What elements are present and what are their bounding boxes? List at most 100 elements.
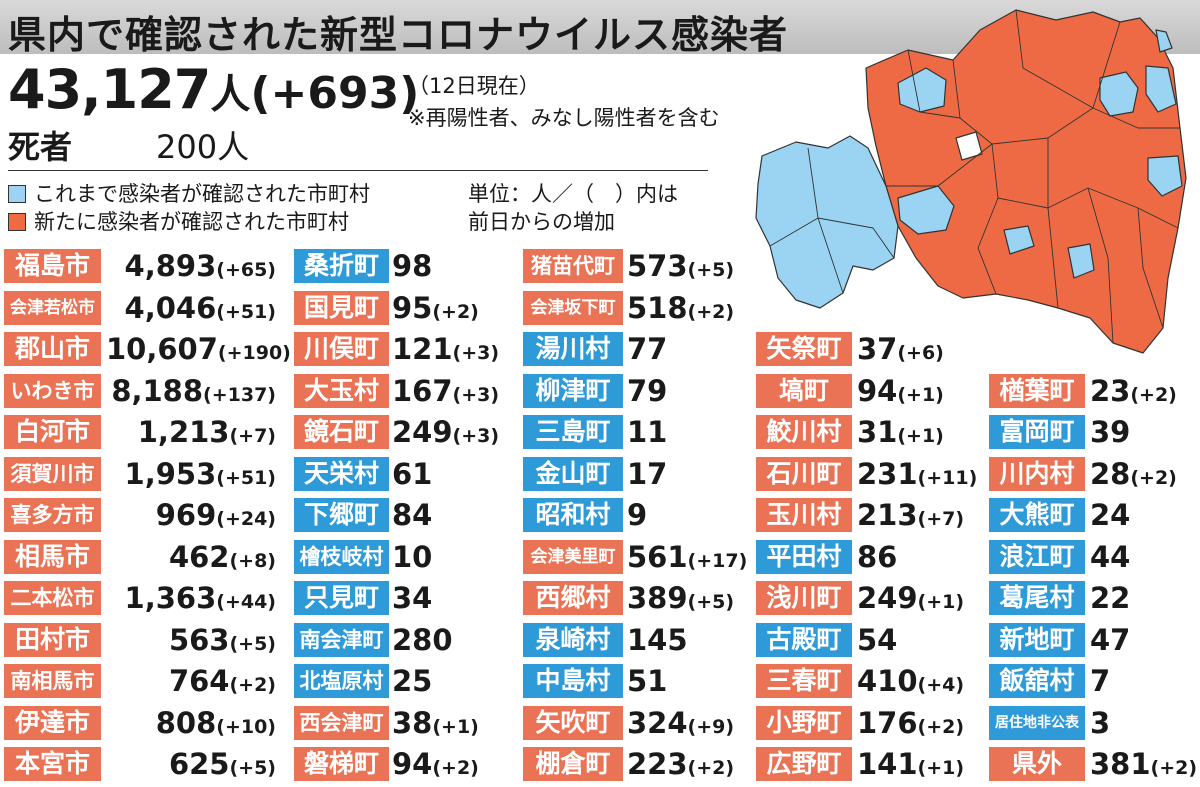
count-value: 3 (1090, 706, 1111, 740)
count-value: 561 (627, 540, 688, 574)
municipality-count: 94(+2) (392, 747, 512, 781)
count-diff: (+65) (216, 259, 276, 281)
count-value: 86 (857, 540, 898, 574)
municipality-name: 古殿町 (756, 623, 852, 657)
count-value: 121 (392, 332, 453, 366)
count-diff: (+1) (897, 384, 944, 406)
municipality-count: 39 (1090, 415, 1195, 449)
municipality-name: 大熊町 (989, 498, 1085, 532)
municipality-count: 249(+3) (392, 415, 512, 449)
municipality-count: 625(+5) (106, 747, 276, 781)
count-value: 223 (627, 747, 688, 781)
count-value: 249 (857, 581, 918, 615)
municipality-name: いわき市 (4, 374, 101, 408)
count-value: 625 (168, 747, 230, 781)
municipality-count: 808(+10) (106, 706, 276, 740)
count-value: 10,607 (106, 332, 218, 366)
municipality-count: 410(+4) (857, 664, 977, 698)
municipality-count: 1,363(+44) (106, 581, 276, 615)
count-value: 176 (857, 706, 918, 740)
municipality-name: 会津美里町 (523, 540, 623, 574)
municipality-count: 167(+3) (392, 374, 512, 408)
total-count: 43,127 (8, 58, 211, 121)
count-value: 280 (392, 623, 453, 657)
total-unit: 人 (210, 72, 251, 118)
count-value: 44 (1090, 540, 1131, 574)
count-value: 11 (627, 415, 668, 449)
count-diff: (+7) (229, 425, 276, 447)
municipality-count: 37(+6) (857, 332, 977, 366)
count-value: 518 (627, 291, 688, 325)
count-diff: (+51) (216, 467, 276, 489)
divider (8, 170, 708, 171)
count-diff: (+4) (917, 674, 965, 696)
count-diff: (+24) (216, 508, 276, 530)
municipality-count: 44 (1090, 540, 1195, 574)
municipality-name: 白河市 (4, 415, 101, 449)
count-value: 94 (857, 374, 898, 408)
municipality-count: 94(+1) (857, 374, 977, 408)
municipality-count: 17 (627, 457, 747, 491)
count-value: 4,893 (124, 249, 217, 283)
municipality-count: 8,188(+137) (106, 374, 276, 408)
count-diff: (+3) (452, 342, 500, 364)
municipality-name: 浅川町 (756, 581, 852, 615)
municipality-count: 38(+1) (392, 706, 512, 740)
municipality-name: 楢葉町 (989, 374, 1085, 408)
count-value: 1,363 (124, 581, 217, 615)
municipality-name: 猪苗代町 (523, 249, 623, 283)
municipality-count: 51 (627, 664, 747, 698)
count-diff: (+5) (229, 633, 276, 655)
count-value: 84 (392, 498, 433, 532)
count-value: 808 (155, 706, 217, 740)
count-value: 37 (857, 332, 898, 366)
count-diff: (+1) (897, 425, 944, 447)
map-region-existing (1099, 71, 1139, 117)
count-value: 249 (392, 415, 453, 449)
municipality-name: 三春町 (756, 664, 852, 698)
count-diff: (+2) (917, 716, 965, 738)
count-value: 10 (392, 540, 433, 574)
count-value: 573 (627, 249, 688, 283)
municipality-name: 天栄村 (294, 457, 389, 491)
municipality-count: 98 (392, 249, 512, 283)
municipality-count: 213(+7) (857, 498, 977, 532)
count-value: 141 (857, 747, 918, 781)
count-value: 47 (1090, 623, 1131, 657)
municipality-name: 鮫川村 (756, 415, 852, 449)
count-diff: (+190) (217, 342, 291, 364)
municipality-count: 95(+2) (392, 291, 512, 325)
count-diff: (+2) (432, 757, 479, 779)
municipality-name: 広野町 (756, 747, 852, 781)
count-value: 51 (627, 664, 668, 698)
municipality-count: 3 (1090, 706, 1195, 740)
count-diff: (+3) (452, 384, 500, 406)
municipality-name: 棚倉町 (523, 747, 623, 781)
total-cases: 43,127人(+693) (8, 58, 419, 121)
map-region-new (865, 9, 1187, 354)
count-value: 61 (392, 457, 433, 491)
municipality-count: 389(+5) (627, 581, 747, 615)
deaths-value: 200人 (156, 128, 250, 166)
count-value: 8,188 (111, 374, 204, 408)
total-diff: (+693) (250, 68, 420, 119)
municipality-count: 4,893(+65) (106, 249, 276, 283)
legend-new-label: 新たに感染者が確認された市町村 (34, 210, 349, 234)
deaths-label: 死者 (8, 128, 73, 166)
count-diff: (+137) (203, 384, 276, 406)
municipality-count: 381(+2) (1090, 747, 1197, 781)
municipality-count: 518(+2) (627, 291, 747, 325)
count-diff: (+5) (229, 757, 276, 779)
map-region-existing (897, 67, 947, 113)
municipality-count: 25 (392, 664, 512, 698)
count-value: 462 (168, 540, 230, 574)
municipality-name: 新地町 (989, 623, 1085, 657)
municipality-name: 金山町 (523, 457, 623, 491)
municipality-name: 須賀川市 (4, 457, 101, 491)
municipality-count: 4,046(+51) (106, 291, 276, 325)
municipality-name: 檜枝岐村 (294, 540, 389, 574)
municipality-name: 南相馬市 (4, 664, 101, 698)
municipality-count: 24 (1090, 498, 1195, 532)
prefecture-map (755, 9, 1187, 354)
municipality-count: 34 (392, 581, 512, 615)
